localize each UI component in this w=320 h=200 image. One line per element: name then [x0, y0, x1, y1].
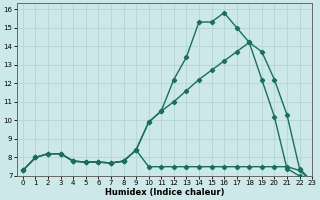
X-axis label: Humidex (Indice chaleur): Humidex (Indice chaleur)	[105, 188, 224, 197]
